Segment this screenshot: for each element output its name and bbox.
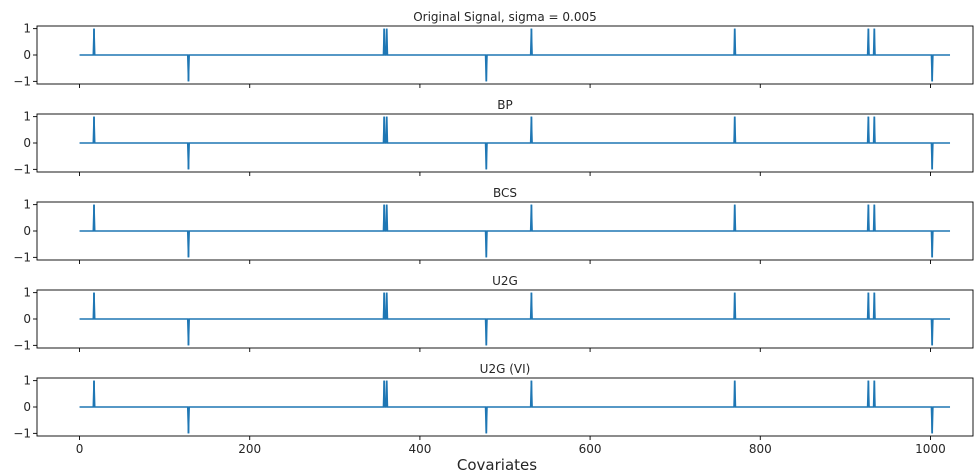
x-tick-label: 600 [579, 442, 602, 456]
panel-4: U2G (VI) 1 0 −1 0 200 400 600 800 1000 [13, 362, 974, 456]
x-tick-label: 800 [749, 442, 772, 456]
signal-line [79, 116, 951, 170]
y-tick-label: −1 [13, 250, 31, 264]
y-tick-label: 0 [23, 400, 31, 414]
panel-2: BCS 1 0 −1 [13, 186, 974, 264]
panel-title: Original Signal, sigma = 0.005 [413, 10, 597, 24]
y-tick-label: −1 [13, 426, 31, 440]
y-tick-label: 1 [23, 374, 31, 388]
x-tick-label: 0 [76, 442, 84, 456]
panel-title: BCS [493, 186, 517, 200]
panel-title: U2G [492, 274, 518, 288]
signal-line [79, 204, 951, 258]
y-tick-label: −1 [13, 74, 31, 88]
y-tick-label: 0 [23, 312, 31, 326]
y-tick-label: 0 [23, 224, 31, 238]
panel-title: BP [497, 98, 512, 112]
panel-3: U2G 1 0 −1 [13, 274, 974, 352]
y-tick-label: 1 [23, 198, 31, 212]
x-axis-label: Covariates [457, 456, 537, 473]
x-tick-label: 200 [238, 442, 261, 456]
y-tick-label: −1 [13, 162, 31, 176]
signal-line [79, 28, 951, 82]
y-tick-label: 1 [23, 286, 31, 300]
signal-line [79, 380, 951, 434]
y-tick-label: 1 [23, 22, 31, 36]
y-tick-label: 1 [23, 110, 31, 124]
y-tick-label: −1 [13, 338, 31, 352]
y-tick-label: 0 [23, 136, 31, 150]
panel-0: Original Signal, sigma = 0.005 1 0 −1 [13, 10, 974, 88]
y-tick-label: 0 [23, 48, 31, 62]
x-tick-label: 1000 [915, 442, 946, 456]
panel-title: U2G (VI) [480, 362, 531, 376]
panel-1: BP 1 0 −1 [13, 98, 974, 176]
x-tick-label: 400 [408, 442, 431, 456]
signal-line [79, 292, 951, 346]
